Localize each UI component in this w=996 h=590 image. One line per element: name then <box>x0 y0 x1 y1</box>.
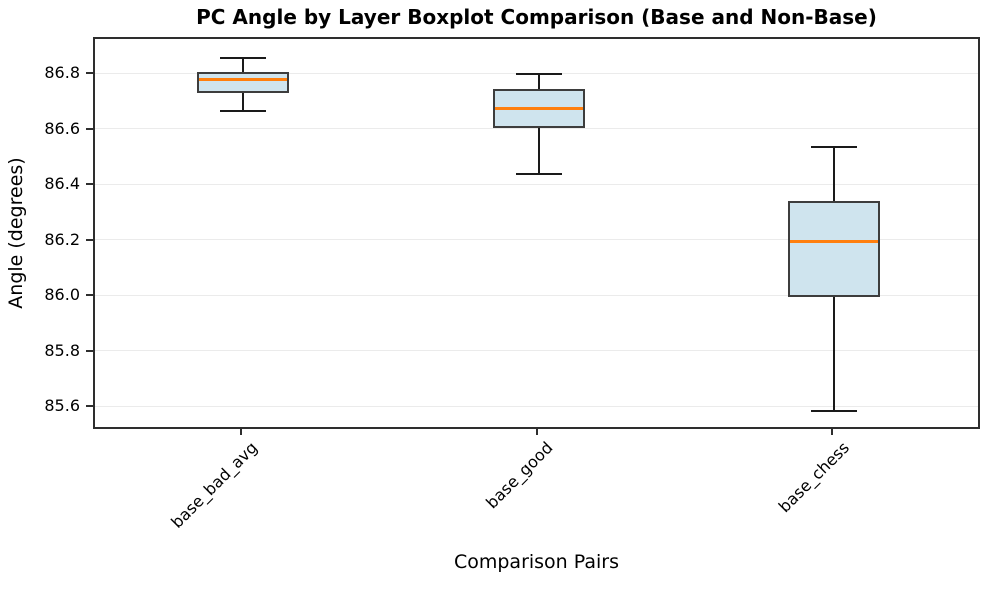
x-axis-label: Comparison Pairs <box>453 551 620 573</box>
gridline <box>95 183 978 185</box>
y-tick-label: 86.2 <box>44 229 80 249</box>
gridline <box>95 350 978 352</box>
y-tick-mark <box>86 405 93 408</box>
whisker-lower <box>833 297 836 411</box>
plot-area <box>93 37 980 429</box>
y-tick-label: 86.4 <box>44 174 80 194</box>
whisker-lower <box>241 93 244 112</box>
y-tick-mark <box>86 238 93 241</box>
box <box>788 201 881 298</box>
whisker-upper <box>537 73 540 89</box>
gridline <box>95 239 978 241</box>
whisker-upper <box>241 58 244 73</box>
y-tick-label: 85.8 <box>44 340 80 360</box>
whisker-cap-upper <box>219 57 266 60</box>
y-tick-label: 86.8 <box>44 63 80 83</box>
x-tick-label: base_bad_avg <box>167 438 262 532</box>
whisker-upper <box>833 147 836 202</box>
y-tick-label: 86.6 <box>44 118 80 138</box>
whisker-cap-lower <box>515 172 562 175</box>
whisker-cap-upper <box>515 72 562 75</box>
whisker-cap-lower <box>811 410 858 412</box>
whisker-lower <box>537 127 540 174</box>
gridline <box>95 294 978 296</box>
x-tick-mark <box>831 429 834 435</box>
whisker-cap-lower <box>219 110 266 113</box>
chart-title: PC Angle by Layer Boxplot Comparison (Ba… <box>196 5 877 29</box>
y-tick-label: 85.6 <box>44 396 80 416</box>
box <box>196 72 289 94</box>
x-tick-mark <box>239 429 242 435</box>
y-tick-label: 86.0 <box>44 285 80 305</box>
y-tick-mark <box>86 183 93 186</box>
x-tick-label: base_chess <box>774 438 853 517</box>
gridline <box>95 405 978 407</box>
x-tick-mark <box>535 429 538 435</box>
median-line <box>494 106 583 110</box>
whisker-cap-upper <box>811 146 858 149</box>
x-tick-label: base_good <box>482 438 557 513</box>
y-tick-mark <box>86 349 93 352</box>
gridline <box>95 128 978 130</box>
y-tick-mark <box>86 294 93 297</box>
y-tick-mark <box>86 127 93 130</box>
median-line <box>198 77 287 81</box>
median-line <box>790 240 879 244</box>
y-tick-mark <box>86 72 93 75</box>
